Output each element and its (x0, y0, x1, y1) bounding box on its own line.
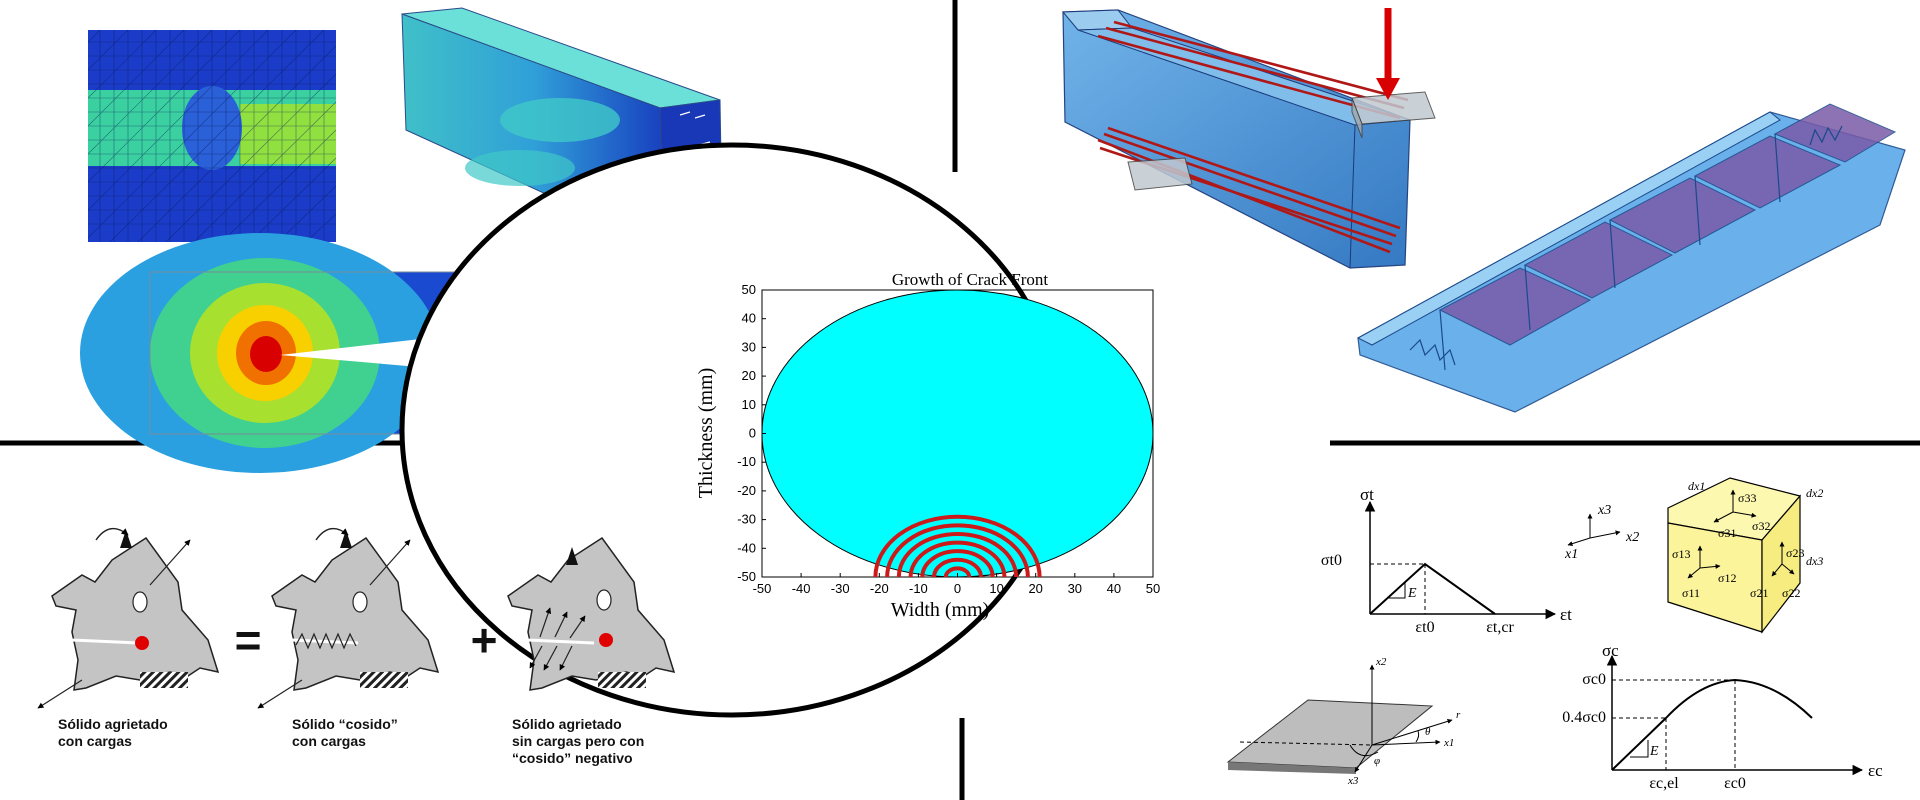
tension-peak-label: σt0 (1321, 552, 1342, 569)
x-tick-label: -50 (753, 581, 772, 596)
caption1-line1: Sólido agrietado (58, 716, 168, 732)
stitched-solid (257, 527, 440, 709)
cube-s11: σ11 (1682, 586, 1700, 600)
compression-y-label: σc (1602, 641, 1619, 660)
x-tick-label: -40 (792, 581, 811, 596)
captions: Sólido agrietado con cargas Sólido “cosi… (58, 716, 644, 766)
compression-el-label: εc,el (1649, 775, 1679, 792)
x-tick-label: -20 (870, 581, 889, 596)
y-tick-label: 0 (749, 426, 756, 441)
crack-front-3 (920, 549, 995, 578)
y-tick-label: 40 (742, 311, 756, 326)
caption1-line2: con cargas (58, 733, 132, 749)
cracked-solid (37, 527, 220, 709)
cube-s31: σ31 (1718, 526, 1736, 540)
y-axis-label: Thickness (mm) (695, 368, 717, 499)
tension-softening-diagram: σt σt0 E εt0 εt,cr εt (1321, 485, 1572, 636)
y-tick-label: -20 (737, 483, 756, 498)
y-tick-label: 20 (742, 368, 756, 383)
caption2-line2: con cargas (292, 733, 366, 749)
ship-hull-model (1356, 103, 1906, 413)
cube-s12: σ12 (1718, 571, 1736, 585)
crack-front-7 (873, 514, 1042, 578)
reinforced-beam-model (1061, 8, 1436, 269)
cube-dx1: dx1 (1688, 479, 1705, 493)
y-tick-label: -10 (737, 454, 756, 469)
compression-modulus: E (1649, 744, 1659, 759)
crack-front-1 (943, 566, 972, 578)
plane-x1: x1 (1443, 737, 1454, 749)
x-tick-label: 0 (954, 581, 961, 596)
tension-modulus: E (1407, 586, 1417, 601)
crack-front-2 (932, 557, 983, 578)
plane-r: r (1456, 709, 1461, 721)
cube-s13: σ13 (1672, 547, 1690, 561)
x-tick-label: 20 (1028, 581, 1042, 596)
x-tick-label: -30 (831, 581, 850, 596)
tension-ecr-label: εt,cr (1486, 619, 1514, 636)
triad-x1: x1 (1564, 547, 1578, 562)
superposition-diagram: = + (37, 527, 676, 766)
tension-y-label: σt (1360, 485, 1374, 504)
plus-sign: + (471, 614, 498, 666)
coordinate-triad: x3 x2 x1 (1564, 503, 1639, 562)
caption3-line3: “cosido” negativo (512, 750, 633, 766)
cube-s23: σ23 (1786, 546, 1804, 560)
cube-s22: σ22 (1782, 586, 1800, 600)
x-tick-label: 10 (989, 581, 1003, 596)
x-tick-labels: -50 -40 -30 -20 -10 0 10 20 30 40 50 (753, 573, 1160, 596)
x-axis-label: Width (mm) (891, 599, 990, 621)
tension-x-label: εt (1560, 605, 1572, 624)
y-tick-label: 50 (742, 282, 756, 297)
y-tick-label: -40 (737, 540, 756, 555)
cube-dx3: dx3 (1806, 554, 1823, 568)
caption2-line1: Sólido “cosido” (292, 716, 398, 732)
plane-x2: x2 (1375, 656, 1387, 668)
crack-growth-chart: Growth of Crack Front -50 -40 -30 -20 -10 0 10… (695, 270, 1160, 621)
y-tick-label: 30 (742, 339, 756, 354)
cube-s21: σ21 (1750, 586, 1768, 600)
crack-front-5 (896, 532, 1019, 578)
crack-front-group (873, 514, 1042, 578)
y-tick-label: -50 (737, 569, 756, 584)
cube-s33: σ33 (1738, 491, 1756, 505)
stress-cube: dx1 dx2 dx3 σ33 σ31 σ32 σ13 σ12 σ23 σ11 … (1667, 477, 1823, 634)
plane-theta: θ (1425, 726, 1431, 738)
fem-mesh-plate (87, 29, 337, 243)
y-tick-label: -30 (737, 512, 756, 527)
plane-phi: φ (1374, 755, 1380, 767)
chart-title: Growth of Crack Front (892, 270, 1049, 289)
caption3-line1: Sólido agrietado (512, 716, 622, 732)
plane-x3: x3 (1347, 775, 1359, 787)
x-tick-label: 40 (1107, 581, 1121, 596)
crack-front-6 (885, 523, 1030, 578)
y-tick-labels: 50 40 30 20 10 0 -10 -20 -30 -40 -50 (737, 282, 766, 584)
caption3-line2: sin cargas pero con (512, 733, 644, 749)
y-tick-label: 10 (742, 397, 756, 412)
x-tick-label: -10 (909, 581, 928, 596)
negative-stitched-solid (507, 536, 676, 691)
compression-x-label: εc (1868, 761, 1883, 780)
triad-x3: x3 (1597, 503, 1611, 518)
compression-peak-label: σc0 (1582, 671, 1606, 688)
equals-sign: = (235, 614, 262, 666)
crack-plane-diagram: x2 r θ x1 φ x3 (1226, 656, 1461, 787)
compression-mid-label: 0.4σc0 (1562, 709, 1606, 726)
compression-curve-diagram: σc σc0 0.4σc0 E εc,el εc0 εc (1562, 641, 1883, 792)
cube-dx2: dx2 (1806, 486, 1823, 500)
tension-e0-label: εt0 (1415, 619, 1434, 636)
x-tick-label: 50 (1146, 581, 1160, 596)
crack-front-4 (908, 540, 1007, 578)
cube-s32: σ32 (1752, 519, 1770, 533)
triad-x2: x2 (1625, 530, 1639, 545)
compression-e0-label: εc0 (1724, 775, 1746, 792)
x-tick-label: 30 (1068, 581, 1082, 596)
